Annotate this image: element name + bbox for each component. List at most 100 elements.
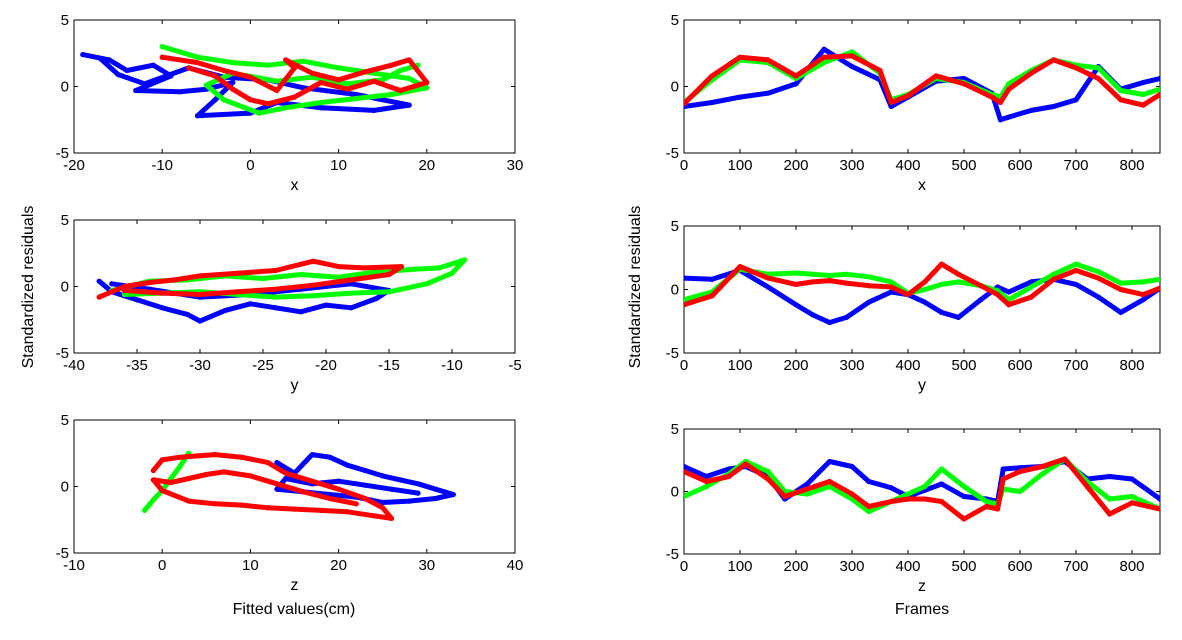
frames_z-point-green	[804, 491, 810, 497]
fit_z-point-red	[300, 489, 306, 495]
frames_y-point-red	[1095, 275, 1101, 281]
fit_y-ytick-label: 5	[61, 212, 69, 229]
fit_z-xtick-label: 20	[330, 557, 347, 574]
fit_y-point-green	[298, 271, 304, 278]
frames_y-point-green	[1073, 261, 1079, 267]
frames_y-point-green	[793, 270, 799, 276]
frames_y-point-red	[1140, 291, 1146, 298]
frames_y-point-blue	[793, 302, 799, 308]
frames_y-point-red	[827, 278, 833, 284]
frames_z-point-blue	[703, 473, 710, 480]
frames_y-xtick-label: 100	[727, 357, 752, 374]
fit_z-point-red	[274, 481, 280, 487]
fit_x-point-green	[283, 105, 289, 111]
fit_x-point-green	[300, 58, 306, 64]
fit_y-point-green	[411, 266, 417, 272]
frames_x-point-blue	[737, 94, 743, 100]
frames_y-point-red	[1006, 302, 1012, 308]
fit_x-point-red	[406, 57, 412, 63]
right-footer: Frames	[895, 601, 949, 618]
frames_z-ytick-label: -5	[666, 546, 679, 563]
frames_y-point-red	[1028, 294, 1034, 300]
fit_x-point-red	[283, 57, 289, 63]
frames_z-xtick-label: 100	[727, 558, 752, 575]
frames_z-point-red	[1039, 463, 1045, 470]
fit_x-point-red	[274, 87, 280, 94]
fit_z-point-blue	[397, 477, 403, 483]
frames_y-xtick-label: 700	[1063, 357, 1088, 374]
frames_x-point-green	[1118, 87, 1124, 94]
fit_x-point-red	[397, 87, 403, 94]
frames_y-point-red	[1073, 267, 1079, 274]
frames_z-point-red	[743, 461, 749, 467]
fit_y-point-blue	[159, 305, 165, 311]
fit_z-point-blue	[362, 482, 368, 488]
fit_x-point-blue	[353, 91, 359, 98]
fit_x-xtick-label: 10	[330, 157, 347, 174]
frames_y-ytick-label: 5	[671, 218, 679, 235]
frames_x-point-blue	[888, 103, 894, 110]
frames_x-point-green	[821, 59, 827, 66]
fit_z-point-blue	[433, 486, 439, 492]
fit_z-point-blue	[415, 490, 421, 496]
frames_x-point-blue	[1051, 103, 1057, 110]
frames_x-xtick-label: 800	[1119, 157, 1144, 174]
frames_z-point-red	[827, 478, 833, 485]
frames_x-point-blue	[1006, 114, 1012, 120]
fit_z-series-red	[150, 452, 394, 521]
fit_z-axes-frame	[73, 419, 516, 554]
frames_y-xlabel: y	[918, 377, 926, 394]
fit_x-point-red	[309, 70, 315, 76]
frames_z-point-green	[1129, 493, 1135, 500]
frames_z-point-red	[961, 516, 967, 522]
frames_x-point-blue	[793, 81, 799, 87]
fit_x-plot-area	[80, 44, 430, 119]
left-footer: Fitted values(cm)	[233, 601, 356, 618]
fit_z-xtick-label: 40	[507, 557, 524, 574]
frames_x-point-red	[1073, 65, 1079, 71]
frames_x-point-blue	[1073, 97, 1079, 103]
fit_x-xlabel: x	[291, 177, 299, 194]
frames_y-point-red	[737, 264, 743, 270]
frames_y-point-red	[709, 293, 715, 299]
fit_y-point-green	[310, 293, 316, 299]
frames_x-point-red	[961, 81, 967, 87]
frames_z-point-red	[1000, 476, 1006, 482]
frames_z-point-red	[905, 496, 911, 502]
frames_y-point-green	[810, 271, 816, 277]
fit_z-point-blue	[415, 481, 421, 487]
fit_z-point-blue	[450, 491, 456, 498]
fit_x-xtick-label: 30	[507, 157, 524, 174]
fit_z-point-red	[238, 454, 245, 460]
frames_y-point-red	[922, 279, 928, 285]
fit_z-ytick-label: 5	[61, 412, 69, 429]
fit_z-point-red	[327, 495, 333, 502]
frames_x-xtick-label: 500	[951, 157, 976, 174]
frames_z-point-green	[939, 466, 945, 472]
frames_z-point-red	[1062, 456, 1068, 462]
fit_z-point-red	[265, 459, 271, 466]
fit_x-point-red	[424, 79, 430, 86]
fit_x-ytick-label: 0	[61, 79, 69, 96]
frames_y-series-green	[684, 261, 1160, 303]
frames_x-point-blue	[1157, 75, 1160, 82]
fit_z-point-red	[336, 486, 342, 492]
fit_z-point-red	[203, 471, 209, 478]
frames_z-point-blue	[866, 478, 872, 485]
fit_y-point-blue	[222, 307, 228, 314]
frames_y-point-red	[866, 283, 872, 289]
frames_z-point-red	[684, 468, 687, 475]
fit_x-point-red	[194, 59, 201, 66]
fit_x-point-green	[194, 54, 201, 60]
fit_y-point-red	[273, 286, 279, 292]
fit_z-xtick-label: -10	[63, 557, 85, 574]
frames_z-point-green	[905, 491, 911, 497]
frames_z-point-red	[849, 491, 855, 497]
fit_x-point-green	[274, 78, 280, 84]
fit_z-point-blue	[274, 486, 280, 492]
frames_y-point-green	[1095, 269, 1101, 275]
fit_x-point-red	[230, 86, 236, 92]
frames_z-xtick-label: 800	[1119, 558, 1144, 575]
frames_y-point-green	[1118, 280, 1124, 286]
frames_y-point-green	[888, 279, 894, 285]
